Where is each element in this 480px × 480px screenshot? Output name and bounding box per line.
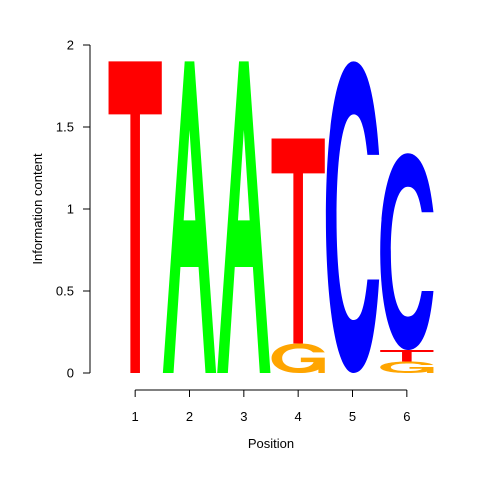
position-4-stack — [271, 138, 325, 373]
letter-G-pos-4 — [271, 343, 325, 373]
y-tick-label: 1.5 — [56, 120, 74, 135]
y-tick-label: 2 — [67, 38, 74, 53]
letter-T-pos-6 — [380, 350, 434, 362]
letter-T-pos-1 — [108, 61, 162, 374]
y-tick-label: 1 — [67, 202, 74, 217]
y-tick-label: 0.5 — [56, 284, 74, 299]
letter-stacks — [108, 61, 434, 374]
letter-T-pos-4 — [271, 138, 325, 344]
position-1-stack — [108, 61, 162, 374]
x-tick-label: 6 — [403, 409, 410, 424]
x-tick-label: 4 — [295, 409, 302, 424]
x-tick-label: 3 — [240, 409, 247, 424]
letter-A-pos-3 — [217, 61, 271, 374]
x-tick-label: 1 — [132, 409, 139, 424]
position-5-stack — [325, 61, 380, 374]
letter-C-pos-5 — [325, 61, 380, 374]
x-axis-title: Position — [248, 436, 294, 451]
y-axis-ticks: 0 0.5 1 1.5 2 — [56, 38, 90, 381]
letter-A-pos-2 — [162, 61, 217, 374]
letter-G-pos-6 — [380, 361, 434, 373]
x-axis-ticks: 1 2 3 4 5 6 — [132, 390, 410, 424]
position-2-stack — [162, 61, 217, 374]
x-tick-label: 2 — [186, 409, 193, 424]
position-3-stack — [217, 61, 271, 374]
y-tick-label: 0 — [67, 366, 74, 381]
position-6-stack — [380, 153, 434, 373]
letter-C-pos-6 — [380, 153, 434, 351]
y-axis-title: Information content — [30, 153, 45, 265]
x-tick-label: 5 — [349, 409, 356, 424]
